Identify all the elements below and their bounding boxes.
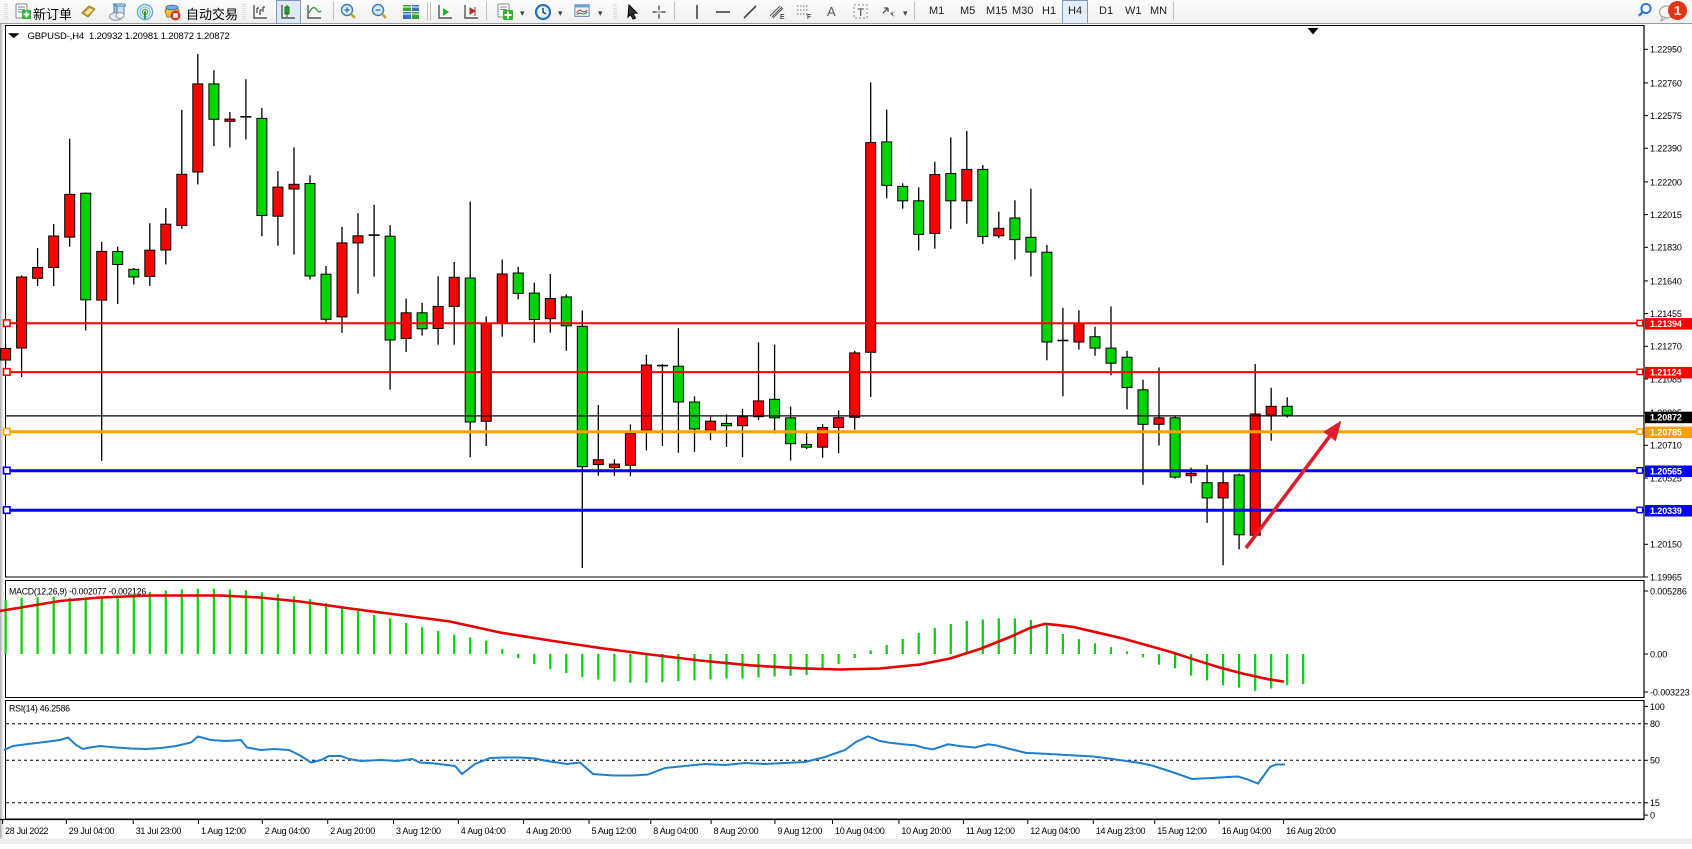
- svg-text:4 Aug 20:00: 4 Aug 20:00: [526, 826, 571, 836]
- svg-text:8 Aug 20:00: 8 Aug 20:00: [714, 826, 759, 836]
- svg-text:1.21830: 1.21830: [1650, 243, 1682, 253]
- svg-text:12 Aug 04:00: 12 Aug 04:00: [1030, 826, 1080, 836]
- svg-text:1.22200: 1.22200: [1650, 177, 1682, 187]
- svg-text:9 Aug 12:00: 9 Aug 12:00: [777, 826, 822, 836]
- svg-text:1 Aug 12:00: 1 Aug 12:00: [201, 826, 246, 836]
- svg-text:0.00: 0.00: [1650, 649, 1667, 659]
- svg-text:1.19965: 1.19965: [1650, 572, 1682, 582]
- svg-text:1.21640: 1.21640: [1650, 276, 1682, 286]
- svg-text:14 Aug 23:00: 14 Aug 23:00: [1096, 826, 1146, 836]
- svg-text:E: E: [780, 14, 785, 21]
- svg-text:MACD(12,26,9) -0.002077 -0.002: MACD(12,26,9) -0.002077 -0.002126: [9, 587, 146, 597]
- svg-text:GBPUSD-,H4 1.20932 1.20981 1.: GBPUSD-,H4 1.20932 1.20981 1.20872 1.208…: [28, 31, 230, 42]
- svg-text:80: 80: [1650, 719, 1660, 729]
- svg-text:1.21270: 1.21270: [1650, 342, 1682, 352]
- svg-text:2 Aug 04:00: 2 Aug 04:00: [265, 826, 310, 836]
- svg-text:100: 100: [1650, 702, 1665, 712]
- svg-text:2 Aug 20:00: 2 Aug 20:00: [330, 826, 375, 836]
- svg-text:10 Aug 20:00: 10 Aug 20:00: [901, 826, 951, 836]
- svg-text:1.22390: 1.22390: [1650, 144, 1682, 154]
- svg-text:50: 50: [1650, 756, 1660, 766]
- svg-text:1.21085: 1.21085: [1650, 374, 1682, 384]
- svg-text:3 Aug 12:00: 3 Aug 12:00: [396, 826, 441, 836]
- svg-text:1.20525: 1.20525: [1650, 473, 1682, 483]
- svg-text:1.22950: 1.22950: [1650, 45, 1682, 55]
- svg-text:1.21124: 1.21124: [1650, 368, 1681, 378]
- svg-text:0: 0: [1650, 811, 1655, 821]
- svg-text:15 Aug 12:00: 15 Aug 12:00: [1157, 826, 1207, 836]
- svg-text:8 Aug 04:00: 8 Aug 04:00: [653, 826, 698, 836]
- svg-text:RSI(14) 46.2586: RSI(14) 46.2586: [9, 704, 70, 714]
- svg-text:28 Jul 2022: 28 Jul 2022: [5, 826, 49, 836]
- svg-text:5 Aug 12:00: 5 Aug 12:00: [592, 826, 637, 836]
- svg-text:1.22015: 1.22015: [1650, 210, 1682, 220]
- svg-text:16 Aug 20:00: 16 Aug 20:00: [1286, 826, 1336, 836]
- svg-text:1.21394: 1.21394: [1650, 319, 1682, 329]
- svg-text:F: F: [807, 14, 811, 21]
- svg-text:1.22575: 1.22575: [1650, 111, 1682, 121]
- svg-text:1.20710: 1.20710: [1650, 441, 1682, 451]
- svg-text:1.20785: 1.20785: [1650, 427, 1682, 437]
- svg-text:-0.003223: -0.003223: [1650, 687, 1690, 697]
- svg-text:1.20872: 1.20872: [1650, 413, 1682, 423]
- svg-text:1.22760: 1.22760: [1650, 78, 1682, 88]
- svg-text:1.20339: 1.20339: [1650, 506, 1682, 516]
- svg-text:29 Jul 04:00: 29 Jul 04:00: [69, 826, 115, 836]
- svg-text:4 Aug 04:00: 4 Aug 04:00: [461, 826, 506, 836]
- svg-text:11 Aug 12:00: 11 Aug 12:00: [966, 826, 1015, 836]
- svg-text:1.20565: 1.20565: [1650, 466, 1682, 476]
- svg-text:0.005286: 0.005286: [1650, 586, 1687, 596]
- svg-text:1.21455: 1.21455: [1650, 309, 1682, 319]
- svg-text:31 Jul 23:00: 31 Jul 23:00: [136, 826, 182, 836]
- svg-text:15: 15: [1650, 798, 1660, 808]
- svg-text:16 Aug 04:00: 16 Aug 04:00: [1222, 826, 1272, 836]
- svg-text:T: T: [857, 7, 864, 19]
- svg-text:10 Aug 04:00: 10 Aug 04:00: [835, 826, 885, 836]
- svg-text:1.20150: 1.20150: [1650, 540, 1682, 550]
